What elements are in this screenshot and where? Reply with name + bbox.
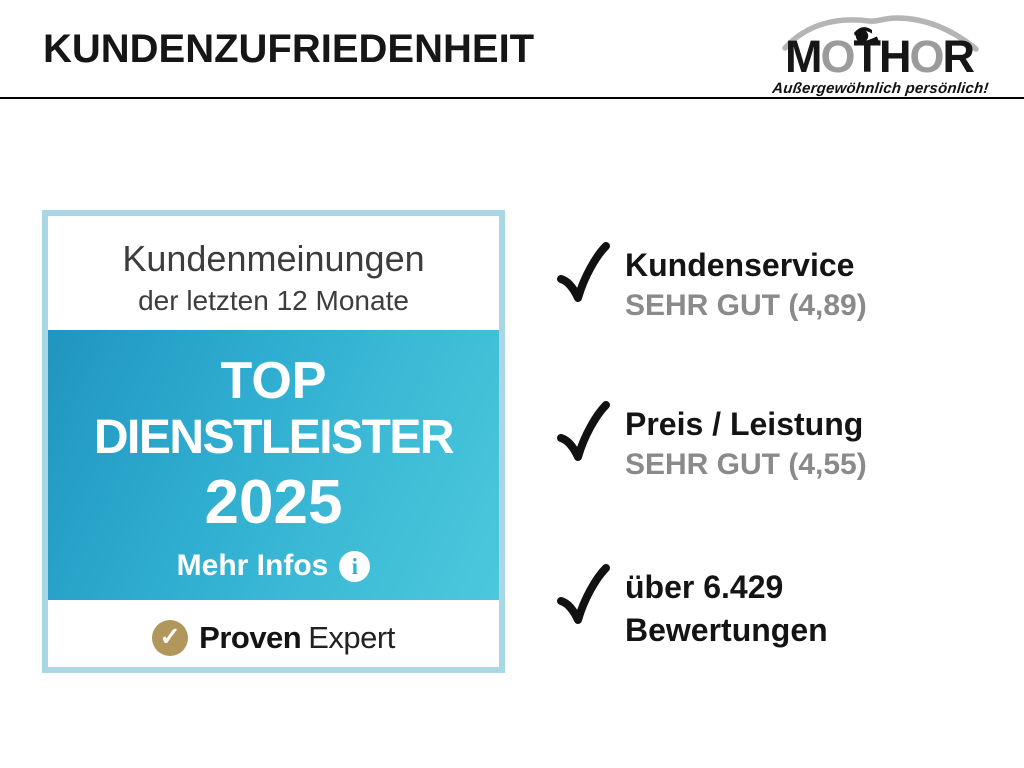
checkmark-icon [557,564,610,625]
info-icon[interactable]: i [339,550,371,582]
rating-title: Kundenservice [625,247,855,283]
driver-with-cap-icon [854,27,879,46]
checkmark-icon [557,242,610,302]
logo-letter: O [820,31,855,82]
rating-text: Kundenservice SEHR GUT (4,89) [625,242,867,325]
award-word-dienstleister: DIENSTLEISTER [93,411,455,464]
rating-value: SEHR GUT (4,55) [625,448,867,482]
rating-text: über 6.429 Bewertungen [625,564,828,650]
rating-text: Preis / Leistung SEHR GUT (4,55) [625,401,867,484]
logo-letter: T [853,31,881,82]
rating-title: Preis / Leistung [625,406,864,443]
car-silhouette-icon [782,15,979,52]
checkmark-icon [557,401,610,462]
logo-letter: O [909,31,945,82]
rating-list: Kundenservice SEHR GUT (4,89) Preis / Le… [556,242,1006,651]
mothor-wordmark: MOTHOR [765,34,993,79]
list-item: Preis / Leistung SEHR GUT (4,55) [556,401,1006,484]
rating-value: SEHR GUT (4,89) [625,289,867,323]
provenexpert-wordmark-light: Expert [308,619,395,655]
logo-letter: H [879,31,911,82]
header-divider [0,97,1024,99]
more-info-link[interactable]: Mehr Infos i [177,549,371,583]
mothor-logo: MOTHOR Außergewöhnlich persönlich! [765,6,993,98]
seal-award-panel: TOP DIENSTLEISTER 2025 Mehr Infos i [48,330,499,600]
provenexpert-wordmark-bold: Proven [199,619,302,655]
list-item: über 6.429 Bewertungen [556,564,1006,650]
provenexpert-logo: ✓ Proven Expert [48,600,499,675]
more-info-label: Mehr Infos [176,549,329,582]
rating-title: über 6.429 [625,569,784,606]
seal-header-line2: der letzten 12 Monate [138,284,409,316]
list-item: Kundenservice SEHR GUT (4,89) [556,242,1006,325]
seal-header-line1: Kundenmeinungen [122,237,425,279]
rating-title-line2: Bewertungen [625,611,828,648]
provenexpert-check-icon: ✓ [152,619,189,656]
seal-header: Kundenmeinungen der letzten 12 Monate [48,216,499,330]
award-word-top: TOP [220,352,327,410]
logo-tagline: Außergewöhnlich persönlich! [771,80,990,97]
award-year: 2025 [204,468,343,537]
logo-letter: R [942,31,975,82]
logo-letter: M [784,31,822,82]
page-title: KUNDENZUFRIEDENHEIT [43,27,535,71]
provenexpert-seal: Kundenmeinungen der letzten 12 Monate TO… [42,210,505,673]
